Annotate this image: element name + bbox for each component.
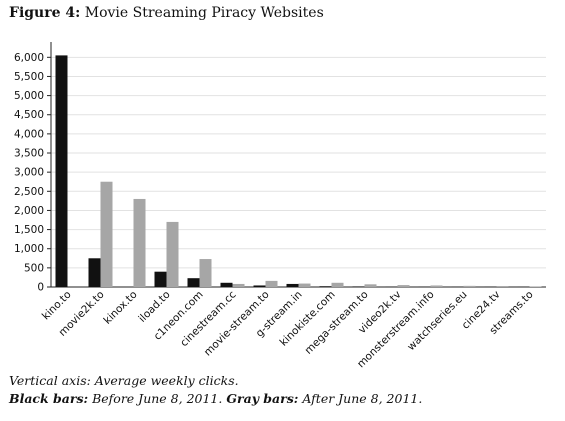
bar-after — [463, 285, 476, 287]
caption-gray-label: Gray bars: — [226, 391, 299, 406]
bar-after — [430, 285, 443, 287]
y-tick-label: 0 — [37, 282, 44, 294]
y-tick-label: 4,500 — [14, 109, 44, 121]
caption-black-label: Black bars: — [9, 391, 89, 406]
bar-before — [352, 286, 365, 287]
figure-number: Figure 4: — [9, 5, 81, 21]
y-tick-label: 3,500 — [14, 148, 44, 160]
bar-after — [199, 259, 212, 287]
bar-after — [331, 282, 344, 287]
y-tick-label: 2,500 — [14, 186, 44, 198]
caption-vertical-axis: Vertical axis: Average weekly clicks. — [9, 373, 239, 388]
bar-before — [187, 278, 200, 287]
bar-before — [154, 271, 167, 287]
x-category-label: watchseries.eu — [405, 289, 469, 353]
bar-after — [133, 198, 146, 287]
y-tick-label: 1,500 — [14, 224, 44, 236]
bar-before — [253, 285, 266, 287]
y-tick-label: 6,000 — [14, 52, 44, 64]
caption-bar-legend: Black bars: Before June 8, 2011. Gray ba… — [9, 391, 422, 406]
y-tick-label: 1,000 — [14, 243, 44, 255]
bar-before — [286, 283, 299, 287]
caption-gray-text: After June 8, 2011. — [298, 391, 423, 406]
bar-before — [88, 258, 101, 287]
figure-title-text: Movie Streaming Piracy Websites — [84, 5, 324, 21]
bar-after — [100, 181, 113, 287]
bar-after — [232, 283, 245, 287]
bar-after — [298, 283, 311, 287]
bar-after — [166, 221, 179, 287]
bar-after — [265, 280, 278, 287]
y-tick-label: 3,000 — [14, 167, 44, 179]
bar-before — [55, 55, 68, 287]
y-tick-label: 4,000 — [14, 128, 44, 140]
bar-before — [319, 286, 332, 287]
bar-after — [496, 286, 509, 287]
y-tick-label: 5,500 — [14, 71, 44, 83]
bar-after — [529, 286, 542, 287]
figure-title: Figure 4: Movie Streaming Piracy Website… — [9, 5, 324, 21]
caption-black-text: Before June 8, 2011. — [88, 391, 227, 406]
bar-after — [364, 284, 377, 287]
bar-before — [220, 282, 233, 287]
y-tick-label: 2,000 — [14, 205, 44, 217]
y-tick-label: 5,000 — [14, 90, 44, 102]
y-tick-label: 500 — [24, 262, 44, 274]
x-category-label: kinox.to — [102, 289, 140, 327]
bar-after — [397, 285, 410, 287]
